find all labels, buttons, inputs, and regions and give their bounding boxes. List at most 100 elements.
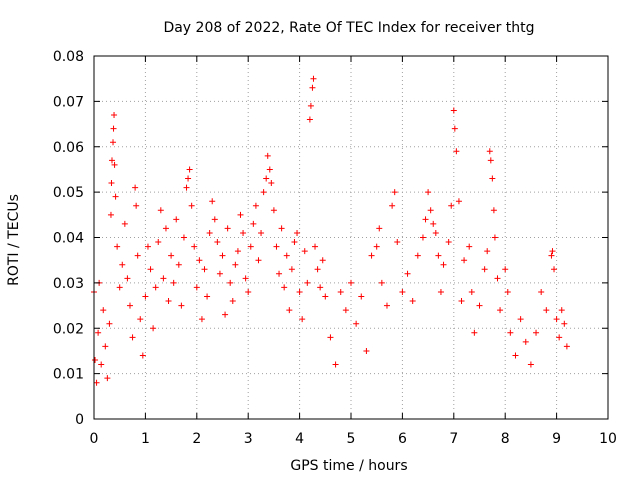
x-tick-label: 3 <box>244 431 253 447</box>
data-point <box>183 184 190 191</box>
data-point <box>108 157 115 164</box>
data-point <box>494 275 501 282</box>
data-point <box>291 239 298 246</box>
data-point <box>453 148 460 155</box>
data-point <box>107 211 114 218</box>
data-point <box>104 375 111 382</box>
data-point <box>427 207 434 214</box>
data-point <box>144 243 151 250</box>
data-point <box>342 307 349 314</box>
data-point <box>198 316 205 323</box>
data-point <box>168 252 175 259</box>
data-point <box>430 220 437 227</box>
data-point <box>502 266 509 273</box>
data-point <box>121 220 128 227</box>
data-point <box>211 216 218 223</box>
data-point <box>322 293 329 300</box>
data-points <box>91 75 570 386</box>
data-point <box>173 216 180 223</box>
data-point <box>309 84 316 91</box>
data-point <box>152 284 159 291</box>
data-point <box>224 225 231 232</box>
data-point <box>111 161 118 168</box>
x-tick-label: 7 <box>449 431 458 447</box>
data-point <box>110 139 117 146</box>
data-point <box>134 252 141 259</box>
data-point <box>394 239 401 246</box>
data-point <box>196 257 203 264</box>
data-point <box>170 279 177 286</box>
data-point <box>306 116 313 123</box>
data-point <box>481 266 488 273</box>
x-tick-label: 0 <box>90 431 99 447</box>
data-point <box>332 361 339 368</box>
data-point <box>214 239 221 246</box>
data-point <box>193 284 200 291</box>
data-point <box>206 229 213 236</box>
y-tick-label: 0 <box>75 412 84 428</box>
data-point <box>278 225 285 232</box>
data-point <box>219 252 226 259</box>
data-point <box>310 75 317 82</box>
data-point <box>232 261 239 268</box>
data-point <box>437 288 444 295</box>
data-point <box>175 261 182 268</box>
data-point <box>160 275 167 282</box>
data-point <box>304 279 311 286</box>
y-tick-label: 0.02 <box>53 321 84 337</box>
data-point <box>404 270 411 277</box>
y-tick-label: 0.06 <box>53 140 84 156</box>
data-point <box>549 248 556 255</box>
data-point <box>268 180 275 187</box>
data-point <box>222 311 229 318</box>
data-point <box>270 207 277 214</box>
data-point <box>422 216 429 223</box>
data-point <box>296 288 303 295</box>
data-point <box>445 239 452 246</box>
data-point <box>504 288 511 295</box>
data-point <box>237 211 244 218</box>
x-tick-label: 4 <box>295 431 304 447</box>
data-point <box>419 234 426 241</box>
data-point <box>98 361 105 368</box>
data-point <box>358 293 365 300</box>
data-point <box>186 166 193 173</box>
data-point <box>448 202 455 209</box>
data-point <box>455 198 462 205</box>
data-point <box>538 288 545 295</box>
data-point <box>458 298 465 305</box>
data-point <box>216 270 223 277</box>
y-tick-label: 0.01 <box>53 367 84 383</box>
data-point <box>314 266 321 273</box>
data-point <box>451 125 458 132</box>
data-point <box>165 298 172 305</box>
data-point <box>543 307 550 314</box>
data-point <box>484 248 491 255</box>
data-point <box>286 307 293 314</box>
data-point <box>119 261 126 268</box>
data-point <box>283 252 290 259</box>
data-point <box>307 102 314 109</box>
data-point <box>561 320 568 327</box>
data-point <box>497 307 504 314</box>
data-point <box>201 266 208 273</box>
data-point <box>264 152 271 159</box>
data-point <box>468 288 475 295</box>
data-point <box>527 361 534 368</box>
y-tick-label: 0.07 <box>53 94 84 110</box>
data-point <box>337 288 344 295</box>
data-point <box>373 243 380 250</box>
data-point <box>124 275 131 282</box>
data-point <box>114 243 121 250</box>
data-point <box>266 166 273 173</box>
data-point <box>558 307 565 314</box>
x-tick-label: 9 <box>552 431 561 447</box>
data-point <box>363 347 370 354</box>
data-point <box>204 293 211 300</box>
data-point <box>432 229 439 236</box>
data-point <box>92 357 99 364</box>
data-point <box>132 184 139 191</box>
data-point <box>281 284 288 291</box>
data-point <box>242 275 249 282</box>
data-point <box>471 329 478 336</box>
